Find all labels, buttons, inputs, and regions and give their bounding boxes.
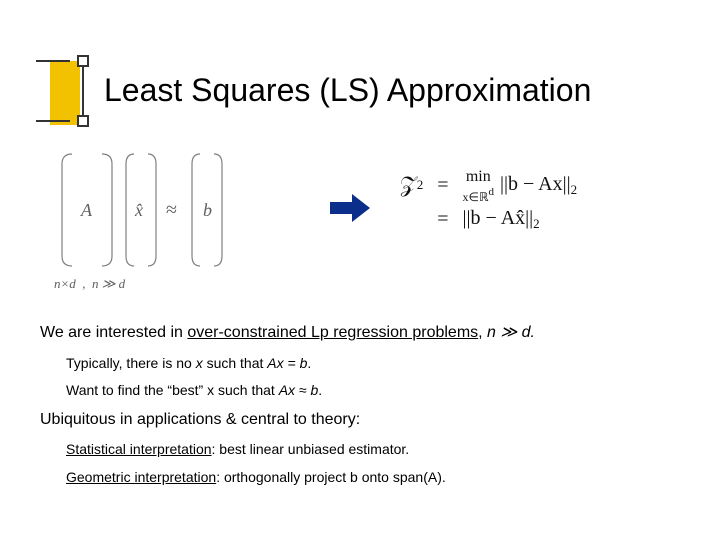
slide-title: Least Squares (LS) Approximation xyxy=(104,72,591,109)
body-line-6: Geometric interpretation: orthogonally p… xyxy=(66,468,680,488)
paren-right xyxy=(102,154,112,266)
arrow-shape xyxy=(330,194,370,222)
paren-left xyxy=(192,154,200,266)
arrow-icon xyxy=(330,194,372,224)
min-word: min xyxy=(466,168,491,185)
matrix-diagram: A x̂ ≈ b n×d , n ≫ d xyxy=(54,148,324,298)
min-subscript: x∈ℝd xyxy=(463,190,494,204)
decor-box xyxy=(77,55,89,67)
objective-equations: 𝒵2 = min x∈ℝd ||b − Ax||2 𝒵2 = ||b − Ax̂… xyxy=(400,168,577,236)
vector-b-label: b xyxy=(203,200,212,220)
norm-2: ||b − Ax̂||2 xyxy=(463,207,540,232)
equals: = xyxy=(437,208,448,231)
decor-line xyxy=(36,60,70,62)
accent-rect xyxy=(50,61,80,125)
underlined-text: Geometric interpretation xyxy=(66,469,216,485)
paren-left xyxy=(126,154,134,266)
paren-right xyxy=(214,154,222,266)
body-line-4: Ubiquitous in applications & central to … xyxy=(40,409,680,431)
eq-row-2: 𝒵2 = ||b − Ax̂||2 xyxy=(400,202,577,236)
decor-line xyxy=(82,63,84,119)
body-line-1: We are interested in over-constrained Lp… xyxy=(40,322,680,344)
eq-row-1: 𝒵2 = min x∈ℝd ||b − Ax||2 xyxy=(400,168,577,202)
paren-right xyxy=(148,154,156,266)
decor-line xyxy=(36,120,70,122)
z-symbol: 𝒵 xyxy=(400,172,417,198)
underlined-text: Statistical interpretation xyxy=(66,441,212,457)
underlined-text: over-constrained Lp regression problems xyxy=(187,324,478,341)
matrix-A-label: A xyxy=(80,200,93,220)
equation-figure: A x̂ ≈ b n×d , n ≫ d 𝒵2 = min x∈ℝd xyxy=(0,148,720,298)
matrix-dims: n×d , n ≫ d xyxy=(54,276,126,291)
body-line-5: Statistical interpretation: best linear … xyxy=(66,440,680,460)
vector-xhat-label: x̂ xyxy=(134,200,143,220)
z-sub: 2 xyxy=(417,177,424,193)
slide-body: We are interested in over-constrained Lp… xyxy=(40,322,680,496)
paren-left xyxy=(62,154,72,266)
approx-symbol: ≈ xyxy=(166,199,177,221)
equals: = xyxy=(437,174,448,197)
min-operator: min x∈ℝd xyxy=(463,165,494,205)
norm-1: ||b − Ax||2 xyxy=(500,173,577,198)
body-line-3: Want to find the “best” x such that Ax ≈… xyxy=(66,381,680,401)
body-line-2: Typically, there is no x such that Ax = … xyxy=(66,354,680,374)
decor-box xyxy=(77,115,89,127)
